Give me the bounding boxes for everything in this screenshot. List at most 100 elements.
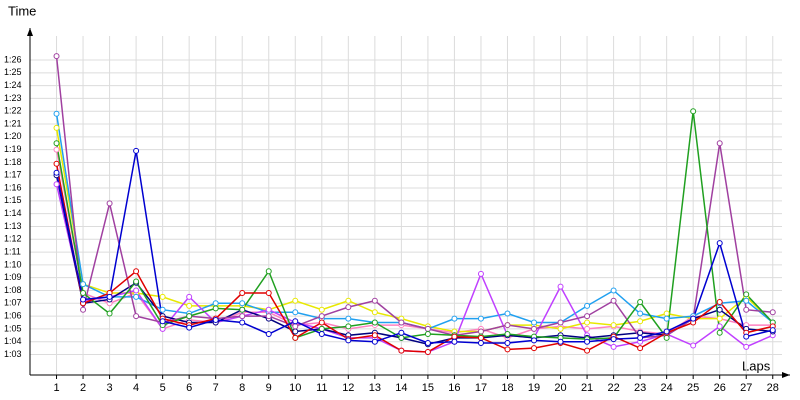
- data-point: [133, 147, 140, 154]
- y-axis-arrow: [27, 28, 33, 36]
- data-point: [159, 318, 166, 325]
- data-point: [80, 306, 87, 313]
- data-point: [80, 290, 87, 297]
- y-tick-label: 1:21: [4, 118, 22, 128]
- data-point: [769, 327, 776, 334]
- data-point: [637, 318, 644, 325]
- data-point: [477, 270, 484, 277]
- x-tick-label: 19: [528, 382, 540, 394]
- data-point: [106, 293, 113, 300]
- x-tick-label: 21: [581, 382, 593, 394]
- data-point: [371, 309, 378, 316]
- data-point: [133, 278, 140, 285]
- data-point: [504, 322, 511, 329]
- series-line: [55, 127, 774, 333]
- x-tick-label: 17: [475, 382, 487, 394]
- data-point: [345, 297, 352, 304]
- data-point: [610, 322, 617, 329]
- x-tick-label: 1: [53, 382, 59, 394]
- y-tick-label: 1:22: [4, 106, 22, 116]
- x-tick-label: 25: [687, 382, 699, 394]
- data-point: [690, 315, 697, 322]
- data-point: [584, 325, 591, 332]
- data-point: [424, 339, 431, 346]
- y-tick-label: 1:20: [4, 131, 22, 141]
- data-point: [584, 302, 591, 309]
- y-tick-label: 1:05: [4, 323, 22, 333]
- data-point: [292, 323, 299, 330]
- data-point: [159, 293, 166, 300]
- data-point: [584, 313, 591, 320]
- data-point: [637, 299, 644, 306]
- x-tick-label: 24: [661, 382, 673, 394]
- y-tick-label: 1:06: [4, 310, 22, 320]
- data-point: [584, 338, 591, 345]
- data-point: [212, 300, 219, 307]
- data-point: [716, 240, 723, 247]
- data-point: [769, 309, 776, 316]
- data-point: [637, 310, 644, 317]
- x-tick-label: 27: [740, 382, 752, 394]
- x-tick-label: 13: [369, 382, 381, 394]
- data-point: [186, 324, 193, 331]
- data-point: [239, 300, 246, 307]
- data-point: [239, 313, 246, 320]
- data-point: [557, 338, 564, 345]
- data-point: [398, 329, 405, 336]
- data-point: [610, 297, 617, 304]
- y-tick-label: 1:26: [4, 54, 22, 64]
- x-tick-label: 11: [316, 382, 327, 394]
- data-point: [318, 325, 325, 332]
- data-point: [557, 283, 564, 290]
- data-point: [292, 297, 299, 304]
- data-point: [451, 338, 458, 345]
- data-point: [637, 334, 644, 341]
- x-tick-label: 6: [186, 382, 192, 394]
- data-point: [318, 319, 325, 326]
- y-tick-label: 1:11: [4, 246, 21, 256]
- data-point: [265, 331, 272, 338]
- y-tick-label: 1:14: [4, 208, 22, 218]
- data-point: [265, 306, 272, 313]
- y-tick-label: 1:19: [4, 144, 22, 154]
- data-point: [53, 53, 60, 60]
- x-tick-label: 18: [501, 382, 513, 394]
- data-point: [663, 334, 670, 341]
- data-point: [53, 146, 60, 153]
- data-point: [398, 347, 405, 354]
- data-point: [133, 287, 140, 294]
- y-tick-label: 1:25: [4, 67, 22, 77]
- data-point: [53, 140, 60, 147]
- data-point: [584, 319, 591, 326]
- data-point: [345, 304, 352, 311]
- data-point: [345, 315, 352, 322]
- y-tick-label: 1:13: [4, 221, 22, 231]
- data-point: [292, 318, 299, 325]
- data-point: [743, 306, 750, 313]
- data-point: [424, 348, 431, 355]
- data-point: [743, 343, 750, 350]
- x-tick-label: 3: [107, 382, 113, 394]
- data-point: [53, 160, 60, 167]
- y-tick-label: 1:04: [4, 336, 22, 346]
- series-line: [55, 163, 773, 353]
- x-tick-label: 9: [266, 382, 272, 394]
- data-point: [159, 306, 166, 313]
- x-tick-label: 14: [395, 382, 407, 394]
- data-point: [345, 323, 352, 330]
- data-point: [133, 268, 140, 275]
- x-tick-label: 23: [634, 382, 646, 394]
- data-point: [345, 337, 352, 344]
- data-point: [318, 313, 325, 320]
- data-point: [212, 316, 219, 323]
- x-tick-label: 15: [422, 382, 434, 394]
- data-point: [292, 328, 299, 335]
- data-point: [663, 310, 670, 317]
- y-tick-label: 1:07: [4, 298, 22, 308]
- data-point: [318, 306, 325, 313]
- data-point: [106, 310, 113, 317]
- data-point: [637, 329, 644, 336]
- x-axis-title: Laps: [742, 358, 771, 373]
- data-point: [531, 319, 538, 326]
